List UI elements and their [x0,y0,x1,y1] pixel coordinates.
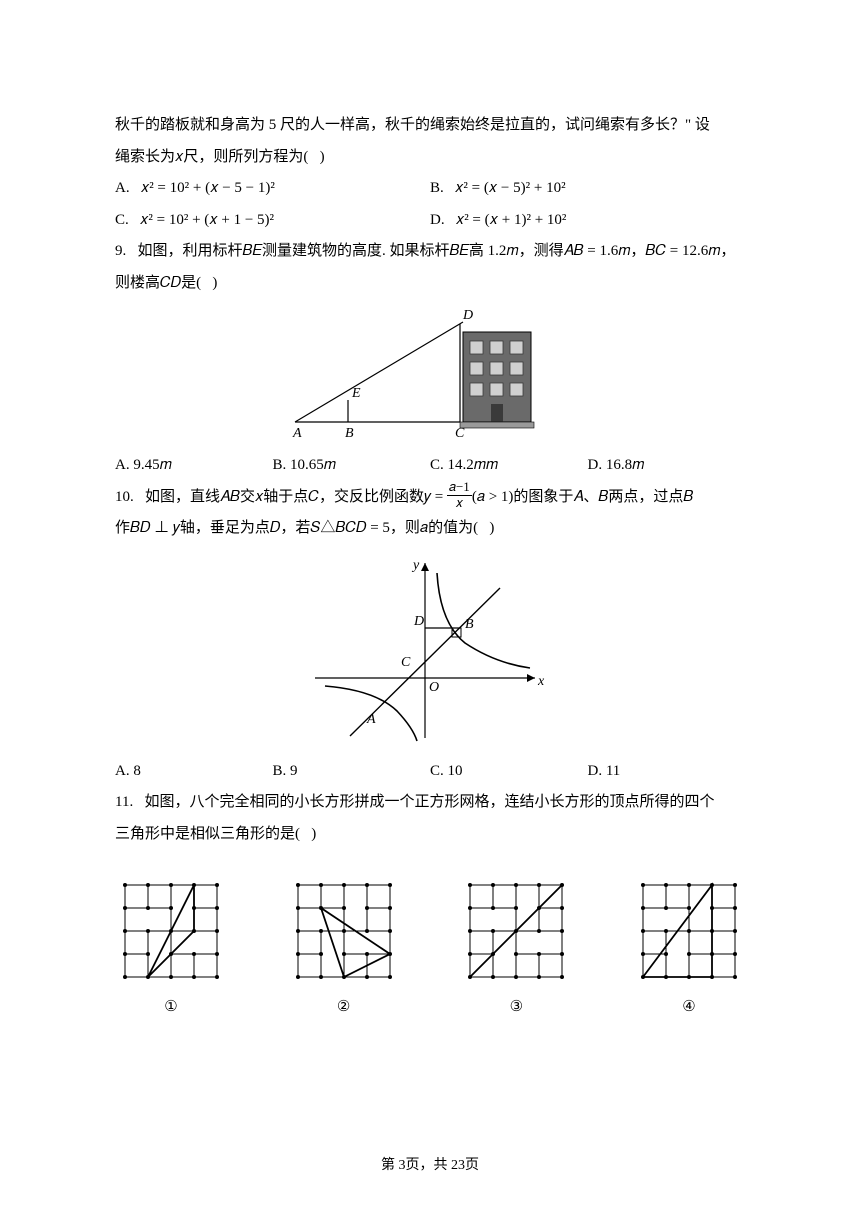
svg-text:E: E [351,386,361,401]
footer-mid: 页，共 [406,1158,452,1173]
q10-figure: D B C O A x y [115,553,745,748]
q9-choice-c: C. 14.2𝑚𝑚 [430,450,588,482]
q10-choices: A. 8 B. 9 C. 10 D. 11 [115,756,745,788]
footer-suf: 页 [465,1158,479,1173]
q11-label-1: ① [164,992,177,1024]
q10-stem1: 10. 如图，直线𝐴𝐵交𝑥轴于点𝐶，交反比例函数𝑦 = 𝑎−1𝑥(𝑎 > 1)的… [115,482,745,514]
svg-text:y: y [411,558,420,573]
svg-text:x: x [537,674,545,689]
q8-tail-line2: 绳索长为𝑥尺，则所列方程为( ) [115,142,745,174]
q11-fig-1: ① [120,880,222,1024]
q11-label-4: ④ [682,992,695,1024]
svg-text:D: D [462,308,473,323]
q11-figures: ① ② [115,880,745,1024]
q10-frac: 𝑎−1𝑥 [447,480,472,510]
frac-num: 𝑎−1 [447,480,472,495]
q10-stem1a: 10. 如图，直线𝐴𝐵交𝑥轴于点𝐶，交反比例函数𝑦 = [115,489,447,505]
svg-text:A: A [366,712,376,727]
q8-choices-row2: C. 𝑥² = 10² + (𝑥 + 1 − 5)² D. 𝑥² = (𝑥 + … [115,205,745,237]
q9-stem1: 9. 如图，利用标杆𝐵𝐸测量建筑物的高度. 如果标杆𝐵𝐸高 1.2𝑚，测得𝐴𝐵 … [115,236,745,268]
svg-text:C: C [455,426,465,441]
q9-stem2: 则楼高𝐶𝐷是( ) [115,268,745,300]
q11-label-3: ③ [510,992,523,1024]
footer-page: 3 [399,1158,406,1173]
q10-choice-a: A. 8 [115,756,273,788]
q10-choice-c: C. 10 [430,756,588,788]
q8-choice-c: C. 𝑥² = 10² + (𝑥 + 1 − 5)² [115,205,430,237]
q11-label-2: ② [337,992,350,1024]
svg-text:A: A [292,426,302,441]
q9-choice-a: A. 9.45𝑚 [115,450,273,482]
q9-choice-b: B. 10.65𝑚 [273,450,431,482]
svg-text:D: D [413,614,424,629]
svg-text:O: O [429,680,439,695]
q10-choice-b: B. 9 [273,756,431,788]
q9-choices: A. 9.45𝑚 B. 10.65𝑚 C. 14.2𝑚𝑚 D. 16.8𝑚 [115,450,745,482]
q9-figure: A B C D E [115,307,745,442]
q10-choice-d: D. 11 [588,756,746,788]
q8-choices-row1: A. 𝑥² = 10² + (𝑥 − 5 − 1)² B. 𝑥² = (𝑥 − … [115,173,745,205]
footer-pre: 第 [381,1158,399,1173]
svg-text:B: B [465,617,474,632]
q8-choice-b: B. 𝑥² = (𝑥 − 5)² + 10² [430,173,745,205]
q11-fig-2: ② [293,880,395,1024]
q11-stem2: 三角形中是相似三角形的是( ) [115,819,745,851]
q10-stem1b: (𝑎 > 1)的图象于𝐴、𝐵两点，过点𝐵 [472,489,694,505]
q11-fig-4: ④ [638,880,740,1024]
page-footer: 第 3页，共 23页 [0,1151,860,1180]
svg-text:C: C [401,655,411,670]
q11-fig-3: ③ [465,880,567,1024]
q8-tail-line1: 秋千的踏板就和身高为 5 尺的人一样高，秋千的绳索始终是拉直的，试问绳索有多长？… [115,110,745,142]
svg-text:B: B [345,426,354,441]
footer-total: 23 [451,1158,465,1173]
q8-choice-a: A. 𝑥² = 10² + (𝑥 − 5 − 1)² [115,173,430,205]
q9-choice-d: D. 16.8𝑚 [588,450,746,482]
q11-stem1: 11. 如图，八个完全相同的小长方形拼成一个正方形网格，连结小长方形的顶点所得的… [115,787,745,819]
frac-den: 𝑥 [447,496,472,510]
q8-choice-d: D. 𝑥² = (𝑥 + 1)² + 10² [430,205,745,237]
q10-stem2: 作𝐵𝐷 ⊥ 𝑦轴，垂足为点𝐷，若𝑆△𝐵𝐶𝐷 = 5，则𝑎的值为( ) [115,513,745,545]
